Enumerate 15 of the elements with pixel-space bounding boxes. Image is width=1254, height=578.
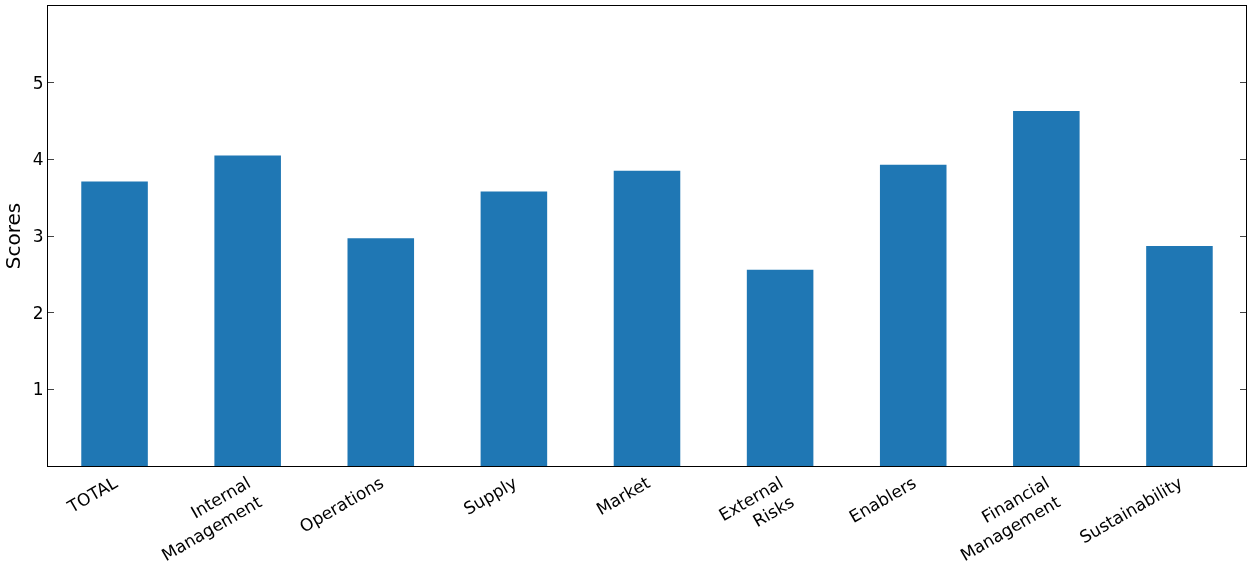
y-tick-label: 2 (32, 302, 44, 323)
y-tick-label: 1 (32, 379, 44, 400)
bar (81, 181, 148, 466)
y-axis-title: Scores (1, 202, 26, 270)
bar (480, 191, 548, 466)
bar (613, 170, 681, 466)
bar (879, 164, 947, 466)
bar (214, 155, 281, 466)
y-tick-label: 3 (32, 225, 44, 246)
y-tick-label: 4 (32, 149, 44, 170)
y-tick-label: 5 (32, 72, 44, 93)
bar (1146, 245, 1213, 466)
bar (1013, 111, 1080, 466)
bar (746, 269, 814, 466)
bar (347, 238, 415, 466)
